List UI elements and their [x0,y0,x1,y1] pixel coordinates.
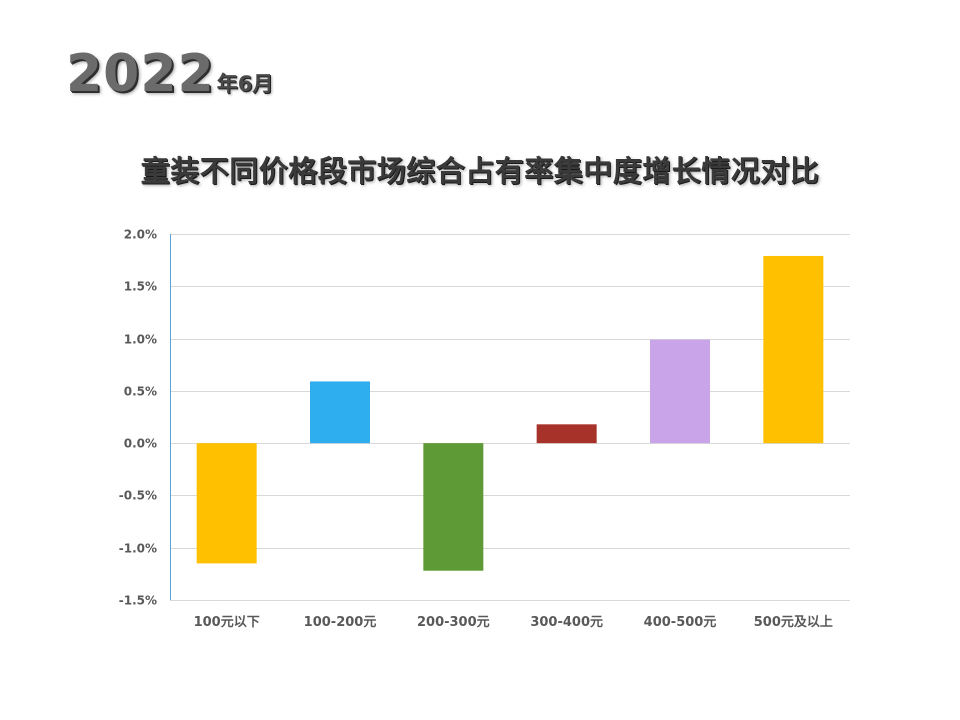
tick-labels: -1.5% -1.0% -0.5% 0.0% 0.5% 1.0% 1.5% 2.0% 100元以… [119,228,833,631]
x-category-label: 100-200元 [304,615,377,630]
gridlines [170,234,850,601]
y-tick-label: 0.0% [124,437,157,451]
bar [763,255,824,444]
x-category-label: 300-400元 [530,615,603,630]
x-category-label: 500元及以上 [754,615,833,630]
bar [196,443,257,564]
bar [423,443,484,571]
y-tick-label: 2.0% [124,228,157,242]
bar [310,381,370,444]
y-tick-label: -0.5% [119,489,157,503]
x-category-label: 400-500元 [644,615,717,630]
bar [650,339,710,444]
year-number: 2022 [66,44,215,104]
year-month-suffix: 年6月 [216,72,274,96]
chart-title: 童装不同价格段市场综合占有率集中度增长情况对比 [140,154,820,188]
y-tick-label: -1.5% [119,594,157,608]
year-heading: 2022年6月 [66,44,273,104]
bars [196,255,824,571]
bar [536,424,597,444]
y-tick-label: 1.0% [124,333,157,347]
y-tick-label: -1.0% [119,542,157,556]
x-category-label: 100元以下 [194,615,260,630]
x-category-label: 200-300元 [417,615,490,630]
y-tick-label: 0.5% [124,385,157,399]
y-tick-label: 1.5% [124,280,157,294]
